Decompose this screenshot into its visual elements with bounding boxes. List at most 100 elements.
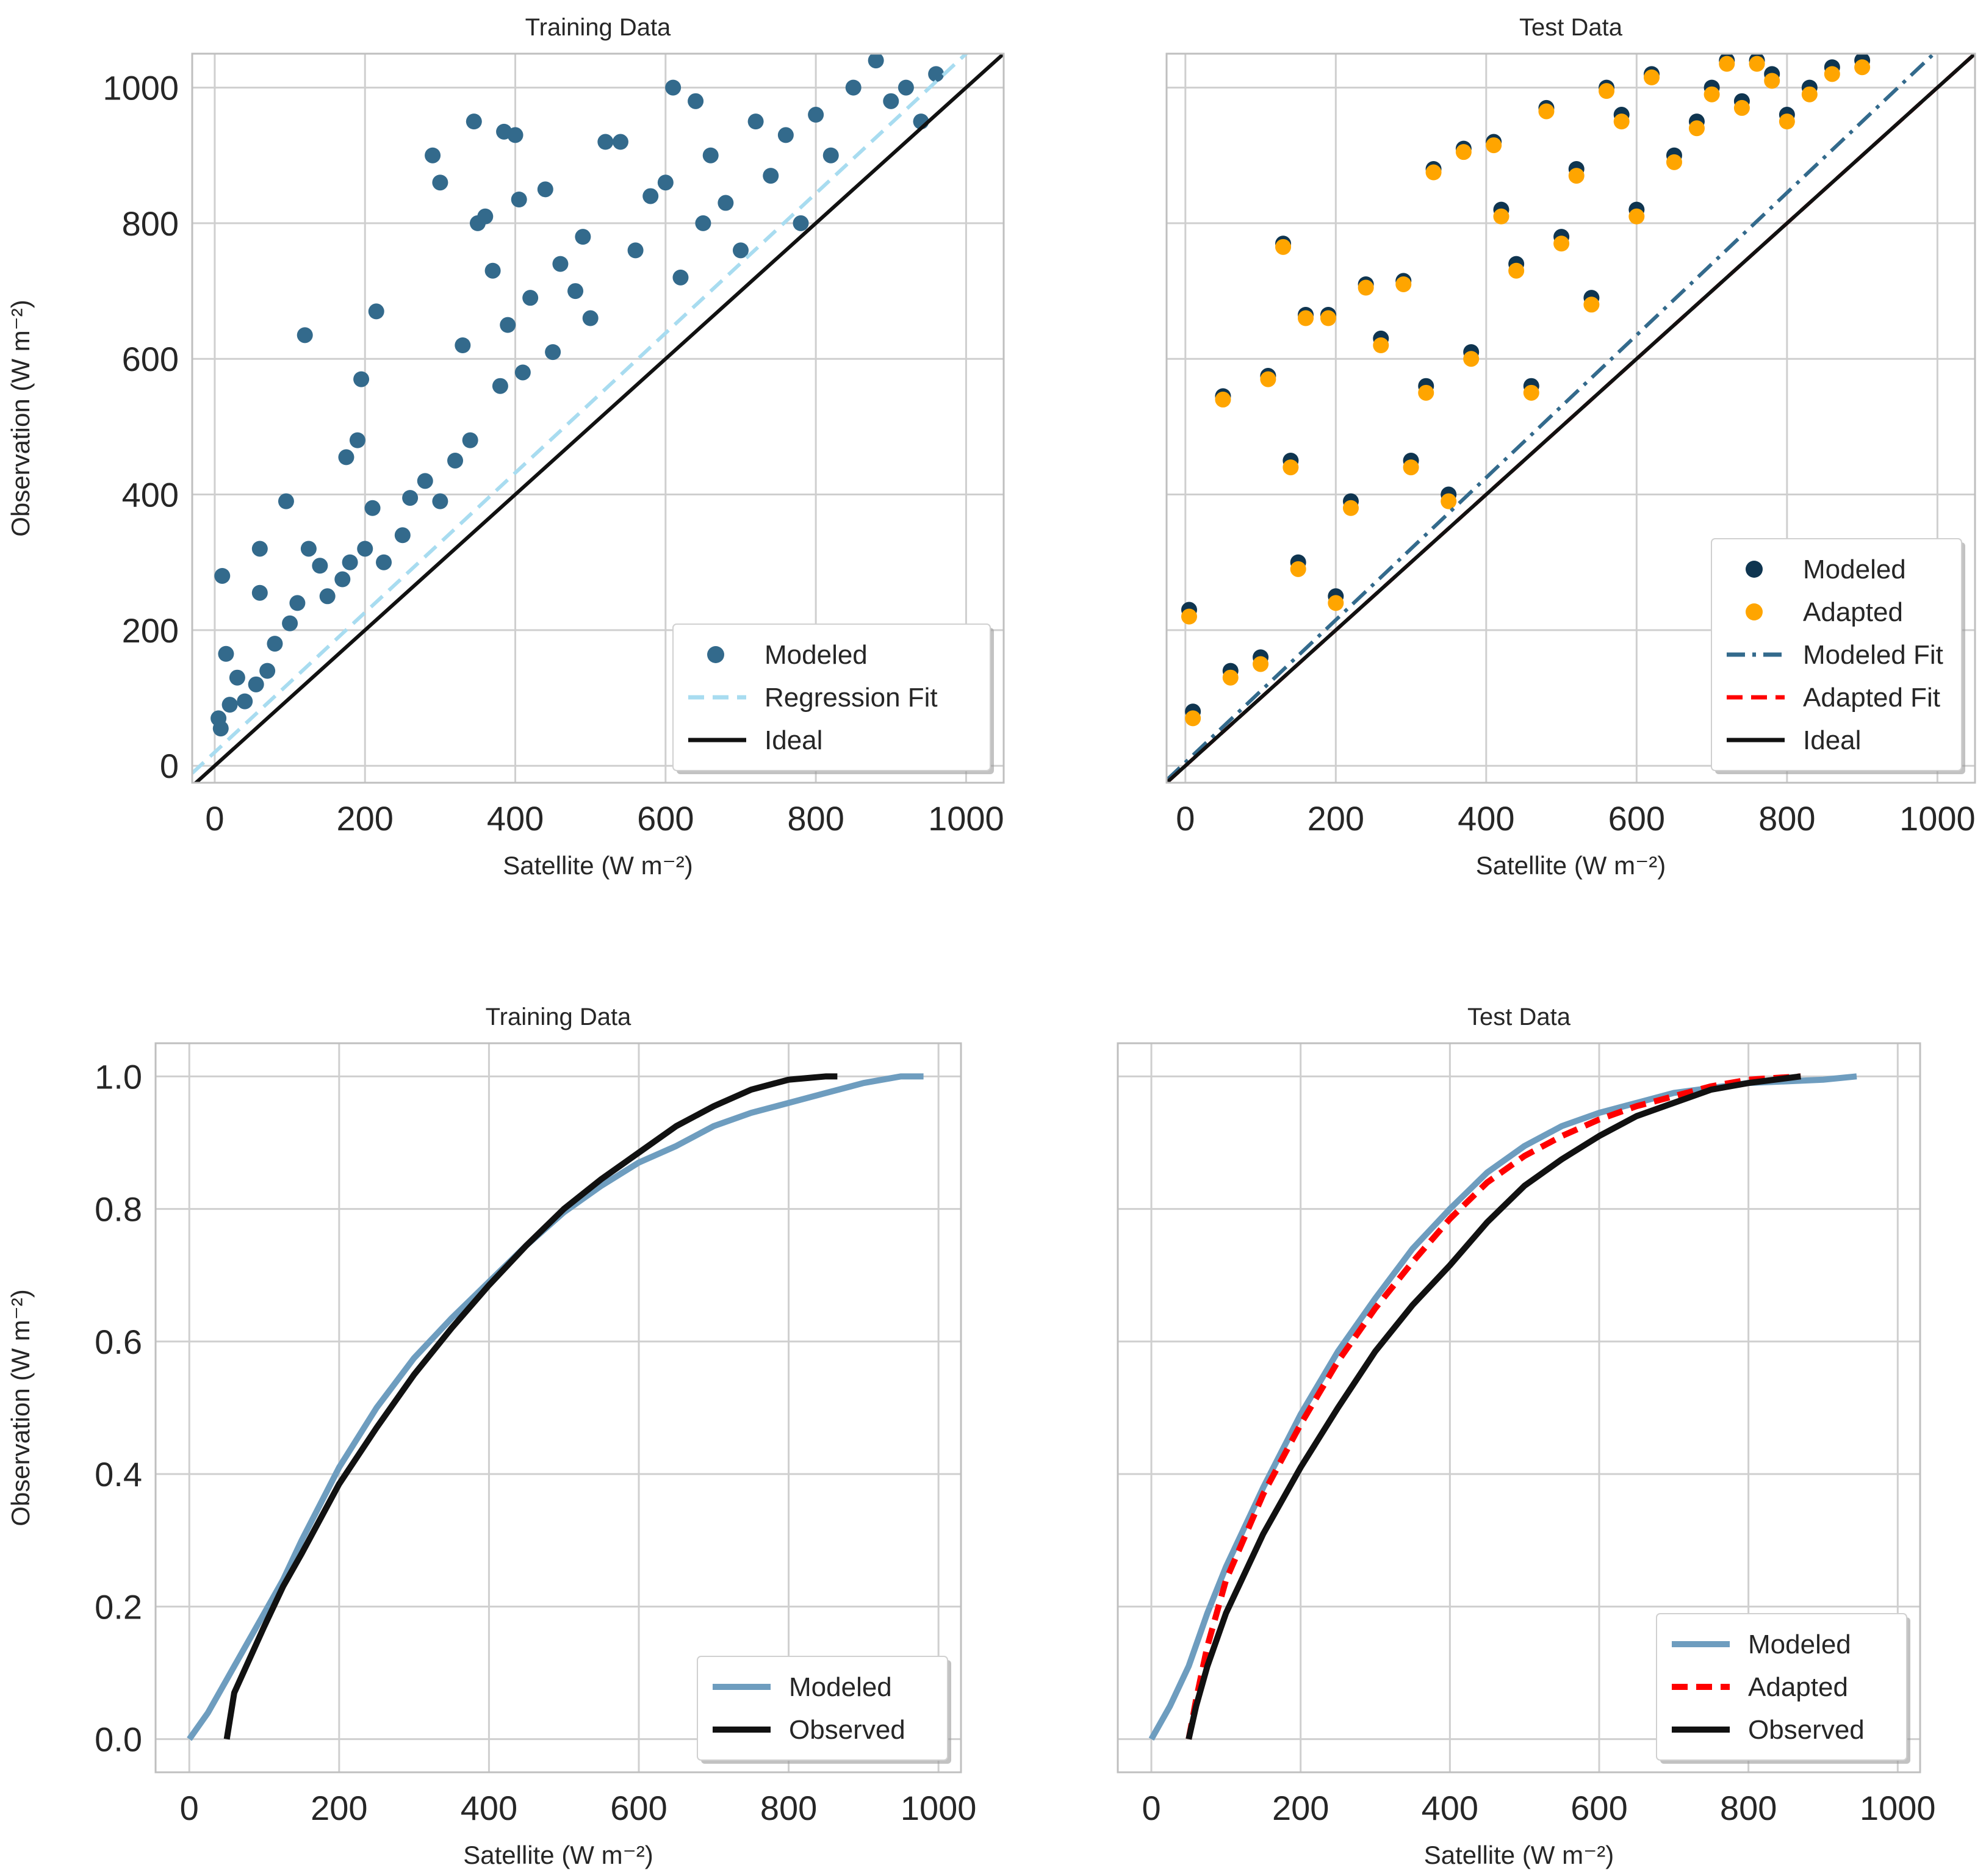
x-tick-label: 1000 bbox=[901, 1789, 977, 1827]
x-tick-label: 1000 bbox=[1899, 799, 1976, 838]
scatter-point-adapted bbox=[1493, 209, 1509, 225]
scatter-point-modeled bbox=[628, 242, 644, 258]
scatter-point-modeled bbox=[214, 568, 230, 584]
scatter-point-modeled bbox=[485, 263, 501, 279]
scatter-point-adapted bbox=[1260, 372, 1276, 387]
scatter-point-modeled bbox=[353, 372, 369, 387]
scatter-point-adapted bbox=[1719, 56, 1735, 72]
scatter-point-adapted bbox=[1253, 656, 1268, 672]
scatter-point-adapted bbox=[1320, 311, 1336, 326]
scatter-point-modeled bbox=[357, 541, 373, 556]
scatter-point-modeled bbox=[538, 181, 553, 197]
scatter-point-modeled bbox=[365, 500, 381, 516]
scatter-point-modeled bbox=[883, 93, 899, 109]
legend: Modeled Observed bbox=[697, 1656, 951, 1764]
panel-training-cdf: 0 200 400 600 800 1000 0.0 0.2 0.4 0.6 0.8 1.0 Train… bbox=[6, 1004, 976, 1869]
scatter-point-adapted bbox=[1441, 494, 1456, 509]
plot-area bbox=[189, 1076, 923, 1739]
scatter-point-adapted bbox=[1749, 56, 1765, 72]
scatter-point-adapted bbox=[1343, 500, 1359, 516]
scatter-point-modeled bbox=[642, 188, 658, 204]
scatter-point-adapted bbox=[1538, 103, 1554, 119]
scatter-point-modeled bbox=[545, 344, 561, 360]
scatter-point-modeled bbox=[522, 290, 538, 306]
scatter-point-modeled bbox=[748, 113, 764, 129]
scatter-point-adapted bbox=[1628, 209, 1644, 225]
legend-label-adapted-fit: Adapted Fit bbox=[1803, 683, 1940, 713]
scatter-point-adapted bbox=[1508, 263, 1524, 279]
scatter-point-modeled bbox=[575, 229, 591, 245]
x-tick-label: 0 bbox=[1176, 799, 1195, 838]
scatter-point-modeled bbox=[267, 636, 282, 652]
scatter-point-modeled bbox=[376, 555, 392, 570]
scatter-point-adapted bbox=[1418, 385, 1434, 401]
legend: Modeled Regression Fit Ideal bbox=[673, 624, 994, 774]
scatter-point-modeled bbox=[511, 192, 527, 207]
scatter-point-modeled bbox=[703, 148, 719, 164]
chart-title: Training Data bbox=[525, 14, 671, 41]
y-tick-label: 400 bbox=[122, 476, 179, 514]
y-axis-label: Observation (W m⁻²) bbox=[6, 1289, 35, 1526]
scatter-point-modeled bbox=[425, 148, 441, 164]
legend: Modeled Adapted Modeled Fit Adapted Fit Idea… bbox=[1711, 539, 1965, 774]
legend-label-modeled: Modeled bbox=[1748, 1630, 1851, 1659]
scatter-point-modeled bbox=[898, 80, 914, 96]
legend-label-modeled-fit: Modeled Fit bbox=[1803, 640, 1943, 670]
scatter-point-modeled bbox=[658, 174, 674, 190]
x-axis-label: Satellite (W m⁻²) bbox=[503, 851, 693, 880]
x-tick-label: 600 bbox=[1608, 799, 1665, 838]
scatter-point-adapted bbox=[1181, 609, 1197, 625]
y-tick-label: 0.6 bbox=[95, 1323, 142, 1361]
scatter-point-modeled bbox=[665, 80, 681, 96]
scatter-point-adapted bbox=[1599, 83, 1614, 99]
cdf-line-observed bbox=[227, 1076, 838, 1739]
scatter-point-adapted bbox=[1644, 70, 1660, 85]
scatter-point-modeled bbox=[846, 80, 862, 96]
scatter-point-modeled bbox=[597, 134, 613, 150]
y-tick-label: 0.8 bbox=[95, 1190, 142, 1229]
scatter-point-modeled bbox=[432, 174, 448, 190]
scatter-point-modeled bbox=[462, 433, 478, 448]
x-tick-label: 600 bbox=[637, 799, 694, 838]
scatter-point-modeled bbox=[342, 555, 358, 570]
x-tick-label: 200 bbox=[1308, 799, 1364, 838]
legend-label-ideal: Ideal bbox=[1803, 725, 1861, 755]
scatter-point-adapted bbox=[1328, 595, 1344, 611]
x-tick-label: 800 bbox=[1758, 799, 1815, 838]
scatter-point-adapted bbox=[1215, 392, 1231, 408]
scatter-point-adapted bbox=[1824, 66, 1840, 82]
legend-label-modeled: Modeled bbox=[765, 640, 868, 670]
y-tick-label: 1000 bbox=[103, 69, 179, 107]
chart-title: Test Data bbox=[1467, 1004, 1571, 1030]
scatter-point-modeled bbox=[222, 697, 238, 713]
legend-label-regression-fit: Regression Fit bbox=[765, 683, 938, 713]
scatter-point-modeled bbox=[248, 677, 264, 692]
scatter-point-adapted bbox=[1689, 120, 1705, 136]
scatter-point-adapted bbox=[1704, 87, 1720, 102]
scatter-point-modeled bbox=[334, 572, 350, 588]
scatter-point-modeled bbox=[688, 93, 703, 109]
scatter-point-modeled bbox=[395, 527, 411, 543]
scatter-point-modeled bbox=[695, 215, 711, 231]
scatter-point-modeled bbox=[868, 52, 884, 68]
legend: Modeled Adapted Observed bbox=[1657, 1614, 1910, 1764]
x-tick-label: 800 bbox=[787, 799, 844, 838]
scatter-point-adapted bbox=[1403, 459, 1419, 475]
y-tick-label: 0.2 bbox=[95, 1587, 142, 1626]
x-tick-label: 0 bbox=[180, 1789, 199, 1827]
legend-label-observed: Observed bbox=[789, 1715, 905, 1745]
scatter-point-adapted bbox=[1854, 59, 1870, 75]
scatter-point-modeled bbox=[350, 433, 365, 448]
scatter-point-modeled bbox=[338, 449, 354, 465]
y-tick-label: 200 bbox=[122, 611, 179, 650]
scatter-point-modeled bbox=[808, 107, 824, 123]
scatter-point-modeled bbox=[492, 378, 508, 394]
scatter-point-modeled bbox=[320, 588, 336, 604]
legend-label-modeled: Modeled bbox=[1803, 555, 1906, 584]
scatter-point-modeled bbox=[237, 694, 253, 710]
scatter-point-adapted bbox=[1553, 235, 1569, 251]
y-tick-label: 0 bbox=[160, 747, 179, 785]
scatter-point-adapted bbox=[1764, 73, 1780, 88]
scatter-point-adapted bbox=[1569, 168, 1585, 184]
scatter-point-adapted bbox=[1666, 154, 1682, 170]
